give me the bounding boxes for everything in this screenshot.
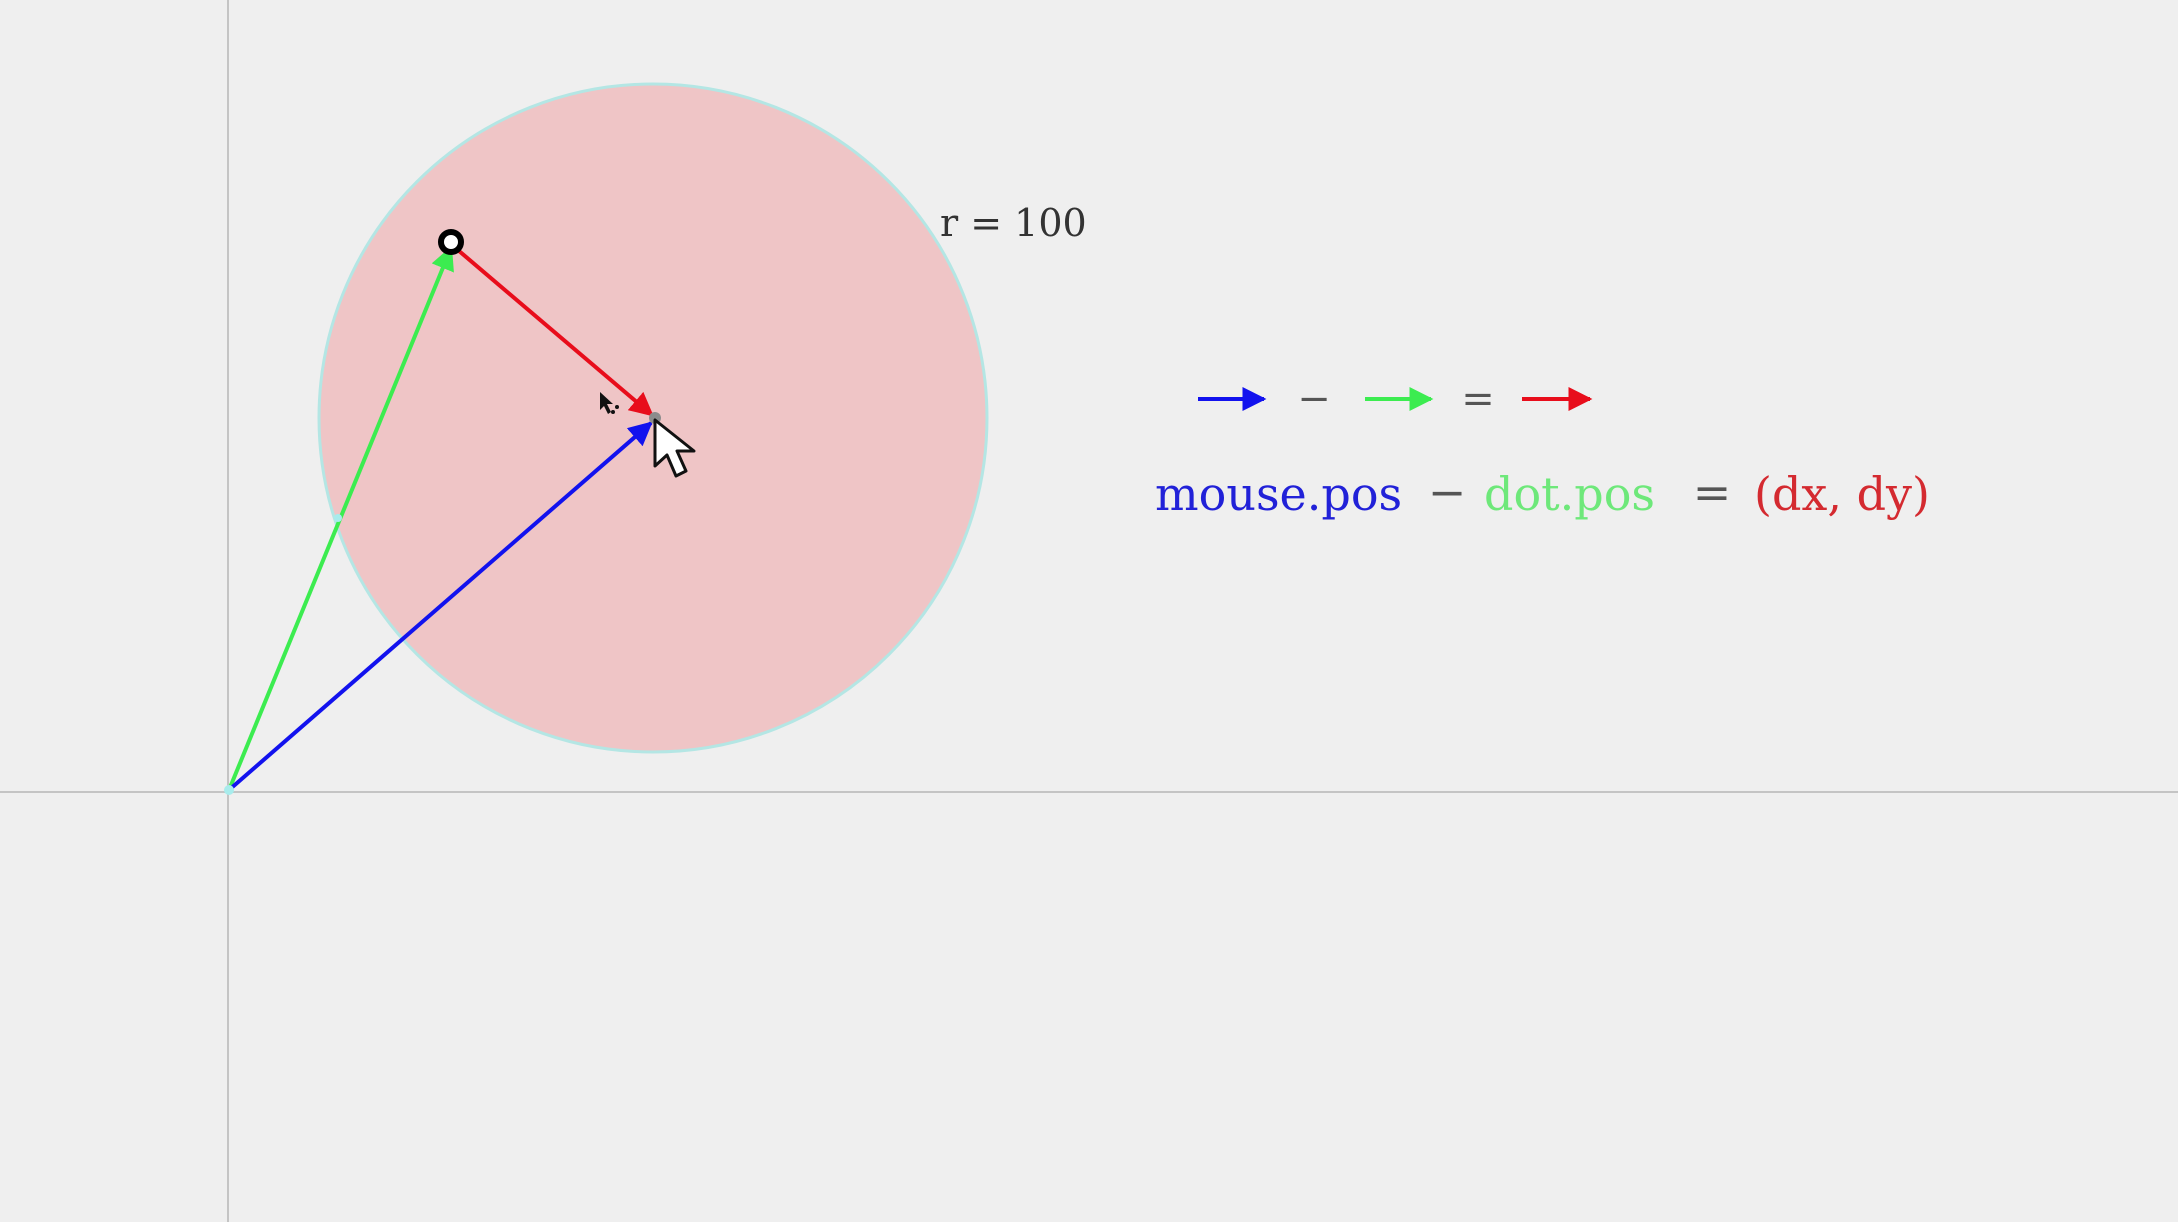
- formula-minus: −: [1428, 465, 1467, 519]
- radius-label: r = 100: [940, 201, 1087, 245]
- formula-result: (dx, dy): [1754, 467, 1930, 521]
- formula-equals: =: [1693, 465, 1732, 519]
- busy-cursor-icon: [600, 392, 619, 414]
- mouse-position-vector: [227, 421, 653, 792]
- origin-point: [224, 785, 234, 795]
- green-vector-marker: [334, 514, 342, 522]
- arrow-cursor-icon: [653, 418, 696, 478]
- formula-mouse-pos: mouse.pos: [1155, 467, 1402, 521]
- legend-equals-symbol: =: [1461, 376, 1495, 422]
- formula-dot-pos: dot.pos: [1484, 467, 1655, 521]
- difference-vector: [450, 243, 654, 417]
- legend-minus-symbol: −: [1297, 376, 1331, 422]
- ring-dot-icon[interactable]: [438, 229, 464, 255]
